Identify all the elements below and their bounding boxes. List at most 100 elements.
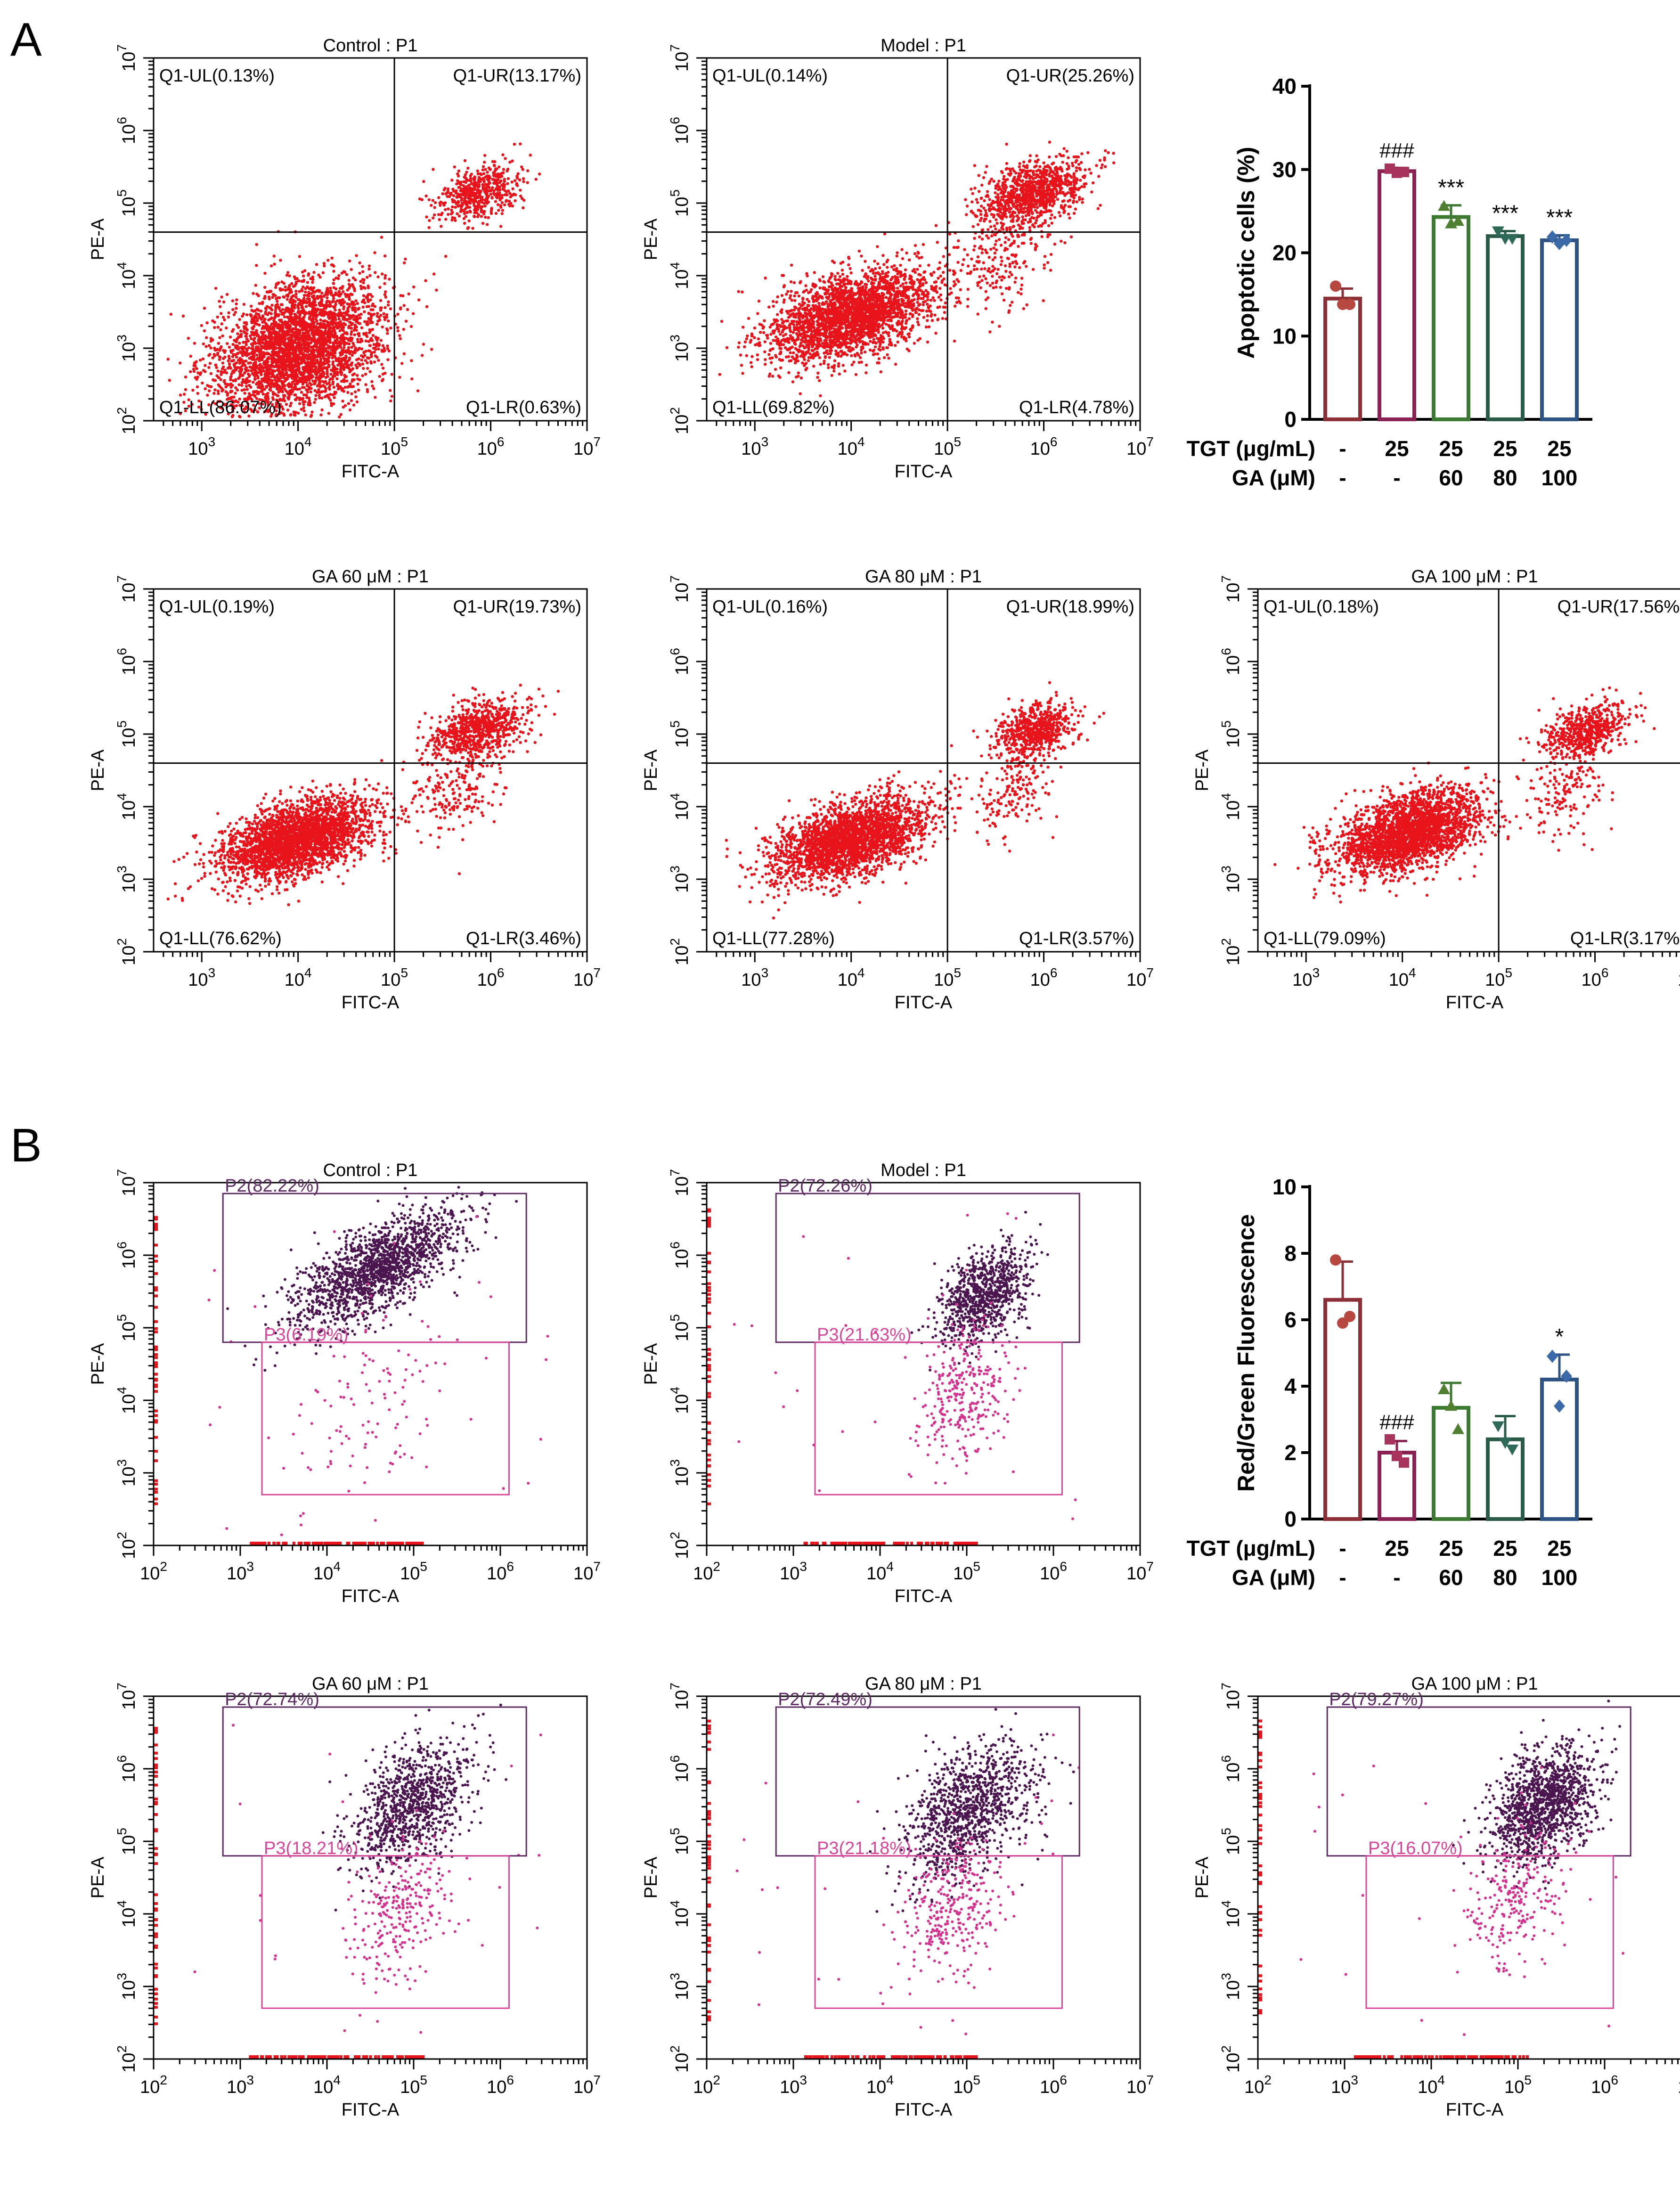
event-dot-0 <box>218 349 221 351</box>
event-dot-0 <box>384 274 387 277</box>
event-dot-0 <box>294 282 297 285</box>
event-dot-0 <box>389 389 391 392</box>
event-dot-0 <box>358 272 361 275</box>
event-dot-1 <box>476 204 479 207</box>
event-dot-1 <box>468 201 471 204</box>
event-dot-0 <box>375 323 378 326</box>
event-dot-0 <box>221 335 224 337</box>
quadrant-ll-label: Q1-LL(86.07%) <box>159 398 282 417</box>
event-dot-0 <box>329 373 332 376</box>
event-dot-0 <box>296 388 299 391</box>
event-dot-0 <box>292 318 295 321</box>
event-dot-0 <box>255 383 258 385</box>
event-dot-0 <box>289 301 292 303</box>
event-dot-0 <box>364 383 367 386</box>
event-dot-1 <box>511 188 514 190</box>
event-dot-0 <box>750 365 753 368</box>
event-dot-0 <box>865 364 868 367</box>
event-dot-0 <box>350 392 353 395</box>
event-dot-0 <box>270 304 273 307</box>
event-dot-0 <box>283 333 285 336</box>
event-dot-0 <box>263 327 266 329</box>
event-dot-0 <box>279 320 282 323</box>
event-dot-0 <box>250 331 253 334</box>
event-dot-0 <box>236 347 238 350</box>
event-dot-0 <box>241 364 244 367</box>
event-dot-0 <box>301 339 303 342</box>
event-dot-0 <box>312 286 315 289</box>
event-dot-0 <box>296 305 299 308</box>
event-dot-0 <box>377 316 380 319</box>
event-dot-0 <box>274 286 277 289</box>
event-dot-0 <box>341 349 343 351</box>
event-dot-0 <box>216 316 219 319</box>
event-dot-0 <box>223 319 226 321</box>
event-dot-0 <box>222 316 225 319</box>
event-dot-0 <box>227 316 230 319</box>
event-dot-1 <box>434 201 437 204</box>
event-dot-1 <box>464 180 467 183</box>
event-dot-0 <box>234 392 237 394</box>
event-dot-0 <box>380 236 383 238</box>
event-dot-0 <box>365 340 367 343</box>
event-dot-0 <box>834 353 837 356</box>
event-dot-1 <box>474 206 477 209</box>
event-dot-0 <box>311 349 314 352</box>
event-dot-0 <box>385 327 388 330</box>
event-dot-0 <box>293 299 295 302</box>
event-dot-0 <box>247 340 250 343</box>
event-dot-0 <box>317 274 320 277</box>
event-dot-0 <box>315 346 318 349</box>
event-dot-0 <box>208 353 211 356</box>
event-dot-0 <box>265 308 268 311</box>
event-dot-0 <box>304 321 307 324</box>
event-dot-1 <box>448 195 451 198</box>
event-dot-0 <box>195 367 198 370</box>
event-dot-0 <box>256 308 259 311</box>
event-dot-0 <box>317 361 319 364</box>
event-dot-0 <box>243 392 246 394</box>
event-dot-0 <box>270 264 273 267</box>
event-dot-0 <box>250 366 253 369</box>
event-dot-0 <box>224 368 227 371</box>
event-dot-0 <box>302 332 304 335</box>
event-dot-0 <box>290 402 293 405</box>
event-dot-0 <box>378 375 381 378</box>
event-dot-0 <box>319 319 322 321</box>
event-dot-0 <box>315 314 318 317</box>
event-dot-0 <box>298 290 301 293</box>
event-dot-0 <box>226 342 228 345</box>
event-dot-0 <box>422 343 425 345</box>
event-dot-1 <box>508 161 511 163</box>
event-dot-0 <box>750 361 752 364</box>
event-dot-1 <box>457 170 460 172</box>
event-dot-0 <box>328 388 331 391</box>
event-dot-0 <box>218 385 221 388</box>
event-dot-0 <box>343 317 346 320</box>
event-dot-0 <box>253 378 256 381</box>
event-dot-0 <box>289 404 292 407</box>
event-dot-0 <box>876 245 879 248</box>
event-dot-1 <box>473 215 476 218</box>
event-dot-0 <box>217 390 220 392</box>
event-dot-0 <box>287 384 290 387</box>
event-dot-0 <box>231 360 234 362</box>
event-dot-0 <box>266 368 269 370</box>
event-dot-0 <box>926 302 929 305</box>
event-dot-0 <box>348 358 351 361</box>
event-dot-0 <box>904 269 907 271</box>
event-dot-0 <box>274 351 277 354</box>
event-dot-0 <box>245 385 248 388</box>
event-dot-0 <box>403 304 406 307</box>
event-dot-0 <box>291 353 294 356</box>
event-dot-0 <box>316 384 319 387</box>
event-dot-0 <box>276 333 278 335</box>
event-dot-0 <box>294 338 297 341</box>
event-dot-1 <box>483 210 486 213</box>
event-dot-0 <box>229 375 232 378</box>
event-dot-0 <box>344 293 347 295</box>
event-dot-0 <box>255 353 258 356</box>
event-dot-0 <box>224 382 227 385</box>
event-dot-0 <box>298 371 301 374</box>
event-dot-0 <box>286 288 289 291</box>
